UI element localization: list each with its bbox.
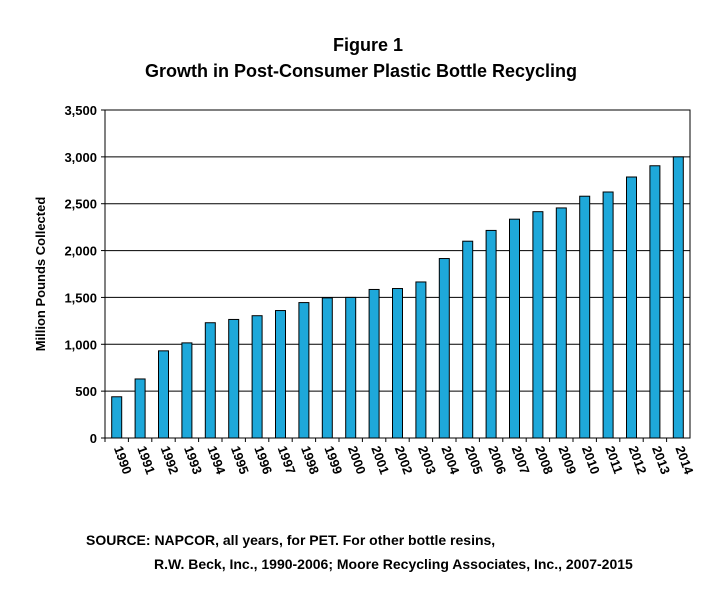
y-tick-label: 2,000 — [64, 244, 97, 259]
bar-2007 — [509, 218, 520, 439]
x-tick-label: 1990 — [111, 444, 135, 476]
x-tick-label: 2003 — [415, 444, 439, 476]
x-tick-label: 2009 — [555, 444, 579, 476]
bar-1995 — [228, 318, 240, 439]
x-tick-label: 1995 — [228, 444, 252, 476]
x-tick-label: 1992 — [158, 444, 182, 476]
y-axis-ticks: 0 500 1,000 1,500 2,000 2,500 3,000 3,500 — [64, 103, 105, 446]
bar-2010 — [579, 195, 591, 439]
x-tick-label: 1998 — [298, 444, 322, 476]
bars — [111, 156, 684, 439]
y-tick-label: 3,500 — [64, 103, 97, 118]
y-tick-label: 1,500 — [64, 290, 97, 305]
bar-2006 — [485, 229, 497, 439]
x-tick-label: 2004 — [438, 444, 462, 477]
bar-2004 — [438, 258, 450, 439]
x-tick-label: 2008 — [532, 444, 556, 476]
bar-2011 — [602, 191, 614, 439]
y-tick-label: 3,000 — [64, 150, 97, 165]
x-tick-label: 1999 — [321, 444, 345, 476]
figure-number: Figure 1 — [332, 35, 403, 55]
bar-2012 — [626, 176, 637, 439]
x-tick-label: 1993 — [181, 444, 205, 476]
x-tick-label: 2014 — [672, 444, 696, 477]
bar-1990 — [111, 396, 123, 439]
y-tick-label: 2,500 — [64, 197, 97, 212]
source-note-line-2: R.W. Beck, Inc., 1990-2006; Moore Recycl… — [154, 556, 633, 572]
y-axis-label: Million Pounds Collected — [33, 197, 48, 352]
bar-1993 — [181, 342, 193, 439]
bar-2014 — [672, 156, 684, 439]
y-tick-label: 0 — [90, 431, 97, 446]
chart-title: Growth in Post-Consumer Plastic Bottle R… — [144, 61, 578, 81]
bar-2009 — [555, 207, 567, 439]
bar-2005 — [462, 240, 474, 439]
x-tick-label: 2006 — [485, 444, 509, 476]
bar-1997 — [275, 310, 286, 439]
y-tick-label: 1,000 — [64, 337, 97, 352]
bar-1994 — [204, 322, 216, 439]
bar-1996 — [251, 315, 263, 439]
y-tick-label: 500 — [75, 384, 97, 399]
bar-1992 — [158, 350, 169, 439]
bar-1991 — [134, 378, 146, 439]
x-tick-label: 2007 — [509, 444, 533, 476]
x-tick-label: 2011 — [602, 444, 626, 476]
x-axis-ticks: 1990 1991 1992 1993 1994 1995 1996 1997 1998 1999… — [104, 438, 697, 477]
bar-2001 — [368, 288, 380, 439]
bar-2008 — [532, 211, 544, 439]
bar-2002 — [392, 288, 403, 439]
x-tick-label: 2010 — [579, 444, 603, 476]
x-tick-label: 2001 — [368, 444, 392, 476]
x-tick-label: 2013 — [649, 444, 673, 476]
bar-2000 — [345, 296, 357, 439]
x-tick-label: 1997 — [275, 444, 299, 476]
source-note-line-1: SOURCE: NAPCOR, all years, for PET. For … — [86, 532, 496, 548]
x-tick-label: 1991 — [134, 444, 158, 476]
bar-1999 — [321, 297, 333, 439]
x-tick-label: 1996 — [251, 444, 275, 476]
bar-1998 — [298, 302, 310, 439]
x-tick-label: 1994 — [204, 444, 228, 477]
x-tick-label: 2000 — [345, 444, 369, 476]
x-tick-label: 2002 — [392, 444, 416, 476]
x-tick-label: 2012 — [626, 444, 650, 476]
bar-2013 — [649, 165, 661, 439]
bar-2003 — [415, 281, 427, 439]
x-tick-label: 2005 — [462, 444, 486, 476]
plot-frame — [104, 109, 691, 439]
